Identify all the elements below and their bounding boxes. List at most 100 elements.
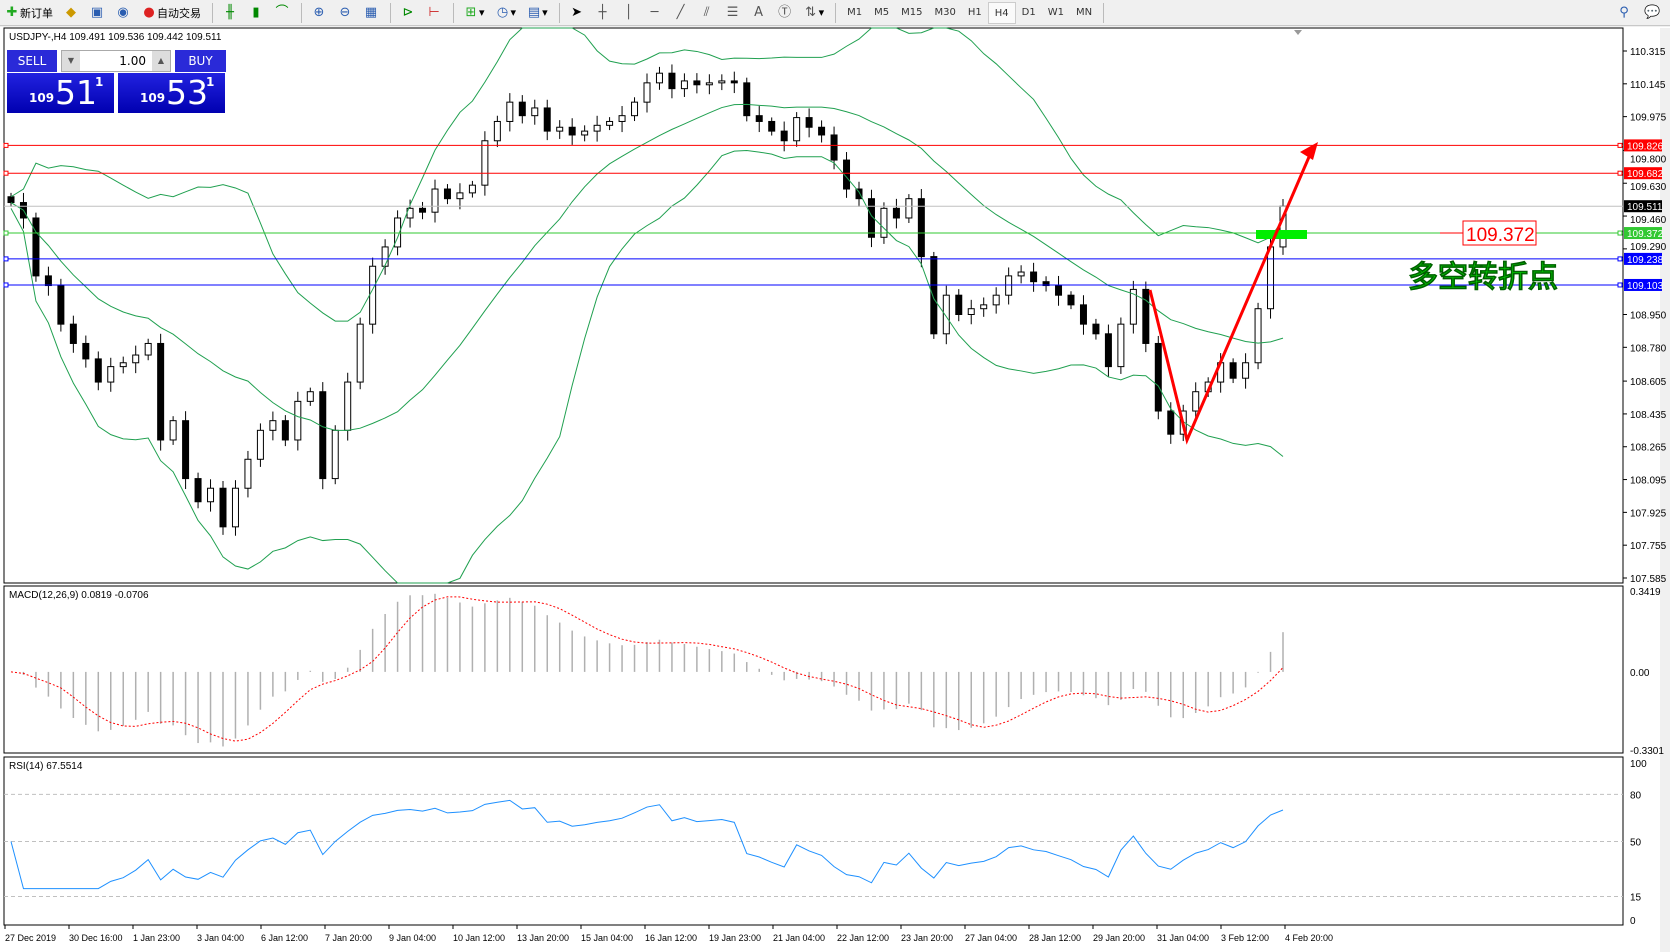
timeframe-mn[interactable]: MN: [1075, 6, 1093, 18]
chart-canvas[interactable]: 110.315 110.145 109.975 109.800 109.630 109.4…: [0, 27, 1670, 952]
price-axis-label: 108.950: [1630, 311, 1667, 322]
price-label: 109.238: [1627, 255, 1664, 266]
autoscroll-button[interactable]: ⊳: [396, 2, 420, 24]
bollinger-upper: [10, 27, 1284, 322]
sell-button[interactable]: SELL: [7, 50, 57, 72]
new-order-button[interactable]: ✚ 新订单: [0, 2, 57, 24]
timeframe-d1[interactable]: D1: [1021, 6, 1036, 18]
line-handle[interactable]: [3, 170, 9, 176]
channel-icon: ⫽: [703, 4, 710, 20]
arrow-head-icon: [1300, 142, 1318, 160]
navigator-button[interactable]: ▣: [85, 2, 109, 24]
line-handle[interactable]: [3, 230, 9, 236]
macd-label: MACD(12,26,9) 0.0819 -0.0706: [9, 590, 149, 601]
chart-shift-button[interactable]: ⊢: [422, 2, 446, 24]
timeframe-w1[interactable]: W1: [1047, 6, 1064, 18]
line-handle[interactable]: [3, 282, 9, 288]
candle-body: [718, 80, 726, 84]
candle-body: [157, 342, 165, 441]
candle-body: [705, 82, 713, 86]
fibonacci-button[interactable]: ☰: [721, 2, 745, 24]
candle-body: [855, 188, 863, 200]
timeframe-m15[interactable]: M15: [901, 6, 923, 18]
chat-icon[interactable]: 💬: [1644, 4, 1661, 20]
zoom-in-button[interactable]: ⊕: [307, 2, 331, 24]
candle-body: [755, 115, 763, 122]
price-label: 109.682: [1627, 169, 1664, 180]
buy-price[interactable]: 109 53 1: [118, 73, 225, 113]
line-handle[interactable]: [3, 142, 9, 148]
candle-body: [231, 487, 239, 528]
search-icon[interactable]: ⚲: [1619, 4, 1629, 20]
chart-shift-icon: ⊢: [428, 4, 440, 20]
lot-decrease-button[interactable]: ▼: [62, 51, 80, 71]
zoom-out-button[interactable]: ⊖: [333, 2, 357, 24]
candle-body: [1167, 410, 1175, 435]
timeframe-m30[interactable]: M30: [934, 6, 956, 18]
line-handle[interactable]: [1617, 170, 1623, 176]
tile-windows-button[interactable]: ▦: [359, 2, 383, 24]
price-label-bg: [1624, 139, 1662, 152]
candle-body: [443, 188, 451, 200]
text-button[interactable]: A: [747, 2, 771, 24]
date-axis-label: 29 Jan 20:00: [1093, 933, 1145, 943]
crosshair-button[interactable]: ┼: [591, 2, 615, 24]
trendline-button[interactable]: ╱: [669, 2, 693, 24]
sell-price[interactable]: 109 51 1: [7, 73, 114, 113]
candle-body: [805, 117, 813, 128]
periods-button[interactable]: ◷ ▾: [491, 2, 521, 24]
candle-body: [980, 304, 988, 310]
candle-body: [194, 478, 202, 503]
candle-body: [468, 184, 476, 194]
timeframe-m5[interactable]: M5: [874, 6, 890, 18]
date-axis-label: 30 Dec 16:00: [69, 933, 123, 943]
line-handle[interactable]: [1617, 142, 1623, 148]
separator: [835, 2, 837, 23]
chart-window[interactable]: 110.315 110.145 109.975 109.800 109.630 109.4…: [0, 27, 1670, 952]
v-reversal-arrow[interactable]: [1148, 149, 1314, 445]
cursor-icon: ➤: [571, 4, 583, 20]
vertical-line-button[interactable]: │: [617, 2, 641, 24]
line-handle[interactable]: [3, 256, 9, 262]
line-chart-button[interactable]: ⌒: [270, 2, 294, 24]
candle-body: [32, 217, 40, 277]
macd-signal-line: [10, 596, 1284, 742]
candle-body: [1254, 308, 1262, 364]
price-axis-label: 107.585: [1630, 574, 1667, 585]
line-handle[interactable]: [1617, 256, 1623, 262]
price-axis-label: 107.755: [1630, 541, 1667, 552]
candle-body: [793, 117, 801, 142]
line-handle[interactable]: [1617, 282, 1623, 288]
line-handle[interactable]: [1617, 230, 1623, 236]
price-panel: [3, 27, 1624, 584]
date-axis-label: 6 Jan 12:00: [261, 933, 308, 943]
label-button[interactable]: Ⓣ: [773, 2, 797, 24]
price-label-bg: [1624, 252, 1662, 265]
indicators-button[interactable]: ⊞ ▾: [459, 2, 489, 24]
auto-trading-button[interactable]: ● 自动交易: [137, 2, 205, 24]
timeframe-m1[interactable]: M1: [847, 6, 863, 18]
bar-chart-button[interactable]: ╫: [218, 2, 242, 24]
arrows-button[interactable]: ⇅ ▾: [799, 2, 829, 24]
channel-button[interactable]: ⫽: [695, 2, 719, 24]
stop-icon: ●: [143, 4, 155, 20]
arrows-icon: ⇅: [805, 4, 817, 20]
lot-size-input[interactable]: 1.00: [61, 50, 171, 72]
lot-increase-button[interactable]: ▲: [152, 51, 170, 71]
candle-body: [1129, 288, 1137, 325]
candle-body: [1242, 362, 1250, 379]
candle-body: [244, 458, 252, 489]
signals-button[interactable]: ◉: [111, 2, 135, 24]
buy-button[interactable]: BUY: [175, 50, 226, 72]
horizontal-line-button[interactable]: ─: [643, 2, 667, 24]
cursor-button[interactable]: ➤: [565, 2, 589, 24]
candle-body: [169, 420, 177, 441]
templates-button[interactable]: ▤ ▾: [527, 4, 548, 20]
scrollbar[interactable]: [1660, 28, 1670, 952]
timeframe-h4[interactable]: H4: [987, 1, 1016, 24]
market-watch-button[interactable]: ◆: [59, 2, 83, 24]
candle-chart-button[interactable]: ▮: [244, 2, 268, 24]
date-axis-label: 7 Jan 20:00: [325, 933, 372, 943]
candle-body: [1192, 391, 1200, 412]
timeframe-h1[interactable]: H1: [967, 6, 982, 18]
